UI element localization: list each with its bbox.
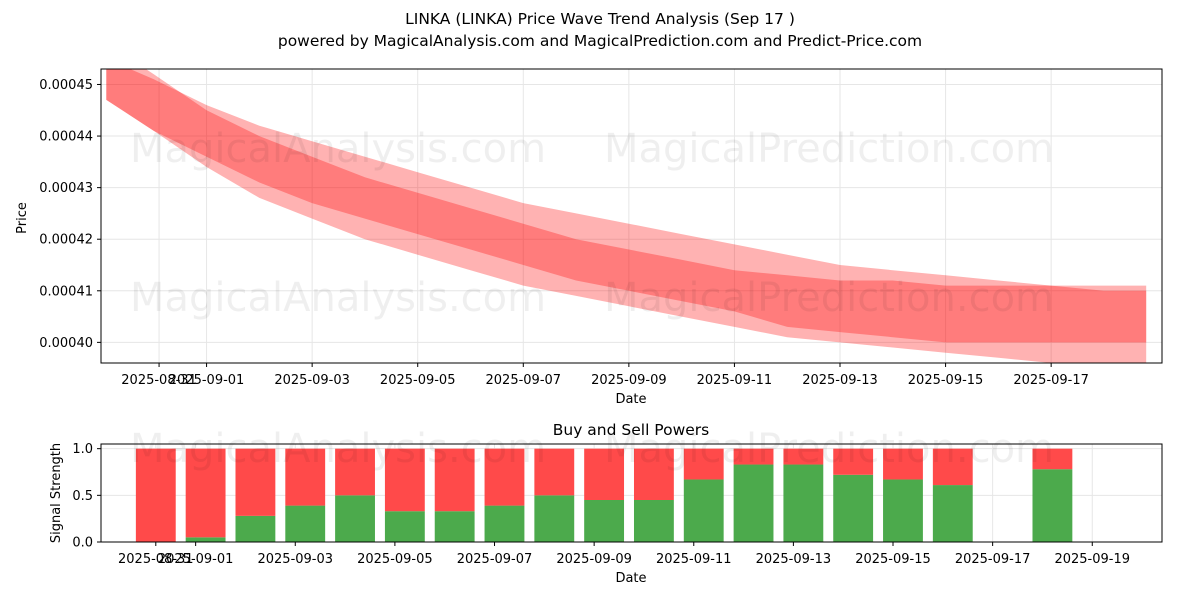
- signal-plot-area: [101, 444, 1162, 542]
- buy-bar: [384, 511, 425, 542]
- price-x-tick-label: 2025-08-31: [121, 373, 197, 388]
- price-x-tick-label: 2025-09-01: [169, 373, 245, 388]
- signal-x-tick-label: 2025-09-07: [457, 552, 533, 567]
- sell-bar: [1032, 448, 1073, 470]
- signal-y-axis: 0.0 0.5 1.0: [72, 442, 101, 551]
- buy-bar: [633, 500, 674, 542]
- buy-bar: [733, 464, 774, 542]
- buy-bar: [185, 537, 226, 542]
- signal-x-tick-label: 2025-09-11: [656, 552, 732, 567]
- price-x-tick-label: 2025-09-17: [1013, 373, 1089, 388]
- buy-bar: [335, 495, 375, 542]
- sell-bar: [484, 448, 525, 506]
- buy-bar: [683, 479, 724, 542]
- price-panel: MagicalAnalysis.com MagicalPrediction.com…: [15, 68, 1163, 407]
- signal-x-tick-label: 2025-09-15: [855, 552, 931, 567]
- buy-bar: [434, 511, 475, 542]
- price-watermark: MagicalPrediction.com: [604, 126, 1054, 172]
- price-x-tick-label: 2025-09-15: [908, 373, 984, 388]
- price-band-red-wave: [106, 69, 1147, 363]
- price-y-tick-label: 0.00045: [39, 78, 93, 93]
- price-watermark: MagicalAnalysis.com: [130, 275, 546, 321]
- signal-watermarks: MagicalAnalysis.com MagicalPrediction.com: [130, 426, 1054, 472]
- sell-bar: [285, 448, 326, 506]
- buy-bar: [833, 474, 874, 542]
- sell-bar: [833, 448, 874, 475]
- buy-bar: [584, 500, 625, 542]
- buy-bar: [534, 495, 575, 542]
- signal-x-tick-label: 2025-09-05: [357, 552, 433, 567]
- price-grid: [101, 69, 1162, 363]
- signal-x-tick-label: 2025-09-19: [1054, 552, 1130, 567]
- buy-bar: [783, 464, 824, 542]
- buy-bar: [235, 515, 276, 542]
- price-frame: [100, 68, 1163, 364]
- sell-bar: [135, 448, 176, 542]
- signal-frame: [100, 443, 1163, 543]
- sell-bar: [384, 448, 425, 512]
- price-y-tick-label: 0.00041: [39, 284, 93, 299]
- sell-bar: [683, 448, 724, 480]
- sell-bar: [584, 448, 625, 500]
- signal-y-tick-label: 0.5: [72, 489, 93, 504]
- price-y-label: Price: [15, 202, 30, 234]
- signal-x-tick-label: 2025-09-13: [756, 552, 832, 567]
- chart-title: LINKA (LINKA) Price Wave Trend Analysis …: [405, 10, 795, 28]
- buy-bar: [285, 505, 326, 542]
- price-x-tick-label: 2025-09-13: [802, 373, 878, 388]
- buy-bar: [1032, 469, 1073, 542]
- sell-bar: [434, 448, 475, 512]
- price-y-tick-label: 0.00043: [39, 181, 93, 196]
- price-x-tick-label: 2025-09-09: [591, 373, 667, 388]
- signal-y-tick-label: 1.0: [72, 442, 93, 457]
- price-y-tick-label: 0.00040: [39, 336, 93, 351]
- chart-subtitle: powered by MagicalAnalysis.com and Magic…: [277, 32, 923, 50]
- sell-bar: [932, 448, 973, 486]
- sell-bar: [235, 448, 276, 516]
- sell-bar: [534, 448, 575, 496]
- price-x-tick-label: 2025-09-03: [274, 373, 350, 388]
- buy-bar: [883, 479, 923, 542]
- signal-panel: Buy and Sell Powers MagicalAnalysis.com M…: [49, 421, 1163, 586]
- signal-bars: [135, 448, 1073, 542]
- signal-y-label: Signal Strength: [49, 443, 64, 543]
- price-watermark: MagicalAnalysis.com: [130, 126, 546, 172]
- sell-bar: [335, 448, 375, 496]
- sell-bar: [783, 448, 824, 465]
- signal-title: Buy and Sell Powers: [553, 421, 710, 439]
- signal-x-tick-label: 2025-09-03: [257, 552, 333, 567]
- price-x-tick-label: 2025-09-11: [697, 373, 773, 388]
- signal-y-tick-label: 0.0: [72, 536, 93, 551]
- price-band-red-wave-2: [106, 69, 1147, 343]
- price-y-tick-label: 0.00042: [39, 233, 93, 248]
- price-y-axis: 0.00040 0.00041 0.00042 0.00043 0.00044 0.000…: [39, 78, 101, 351]
- price-band-group: [106, 69, 1147, 363]
- sell-bar: [733, 448, 774, 465]
- sell-bar: [185, 448, 226, 538]
- signal-watermark: MagicalPrediction.com: [604, 426, 1054, 472]
- signal-x-tick-label: 2025-09-01: [158, 552, 234, 567]
- buy-bar: [484, 505, 525, 542]
- signal-x-tick-label: 2025-09-17: [955, 552, 1031, 567]
- sell-bar: [883, 448, 923, 480]
- signal-x-label: Date: [615, 571, 646, 586]
- signal-watermark: MagicalAnalysis.com: [130, 426, 546, 472]
- price-watermark: MagicalPrediction.com: [604, 275, 1054, 321]
- price-x-label: Date: [615, 392, 646, 407]
- signal-x-tick-label: 2025-09-09: [556, 552, 632, 567]
- signal-x-tick-label: 2025-08-31: [118, 552, 194, 567]
- price-y-tick-label: 0.00044: [39, 130, 93, 145]
- buy-bar: [932, 485, 973, 542]
- sell-bar: [633, 448, 674, 500]
- price-x-tick-label: 2025-09-05: [380, 373, 456, 388]
- price-watermarks: MagicalAnalysis.com MagicalPrediction.com…: [130, 126, 1054, 321]
- price-plot-area: [101, 69, 1162, 363]
- price-bands: [106, 69, 1147, 363]
- price-x-tick-label: 2025-09-07: [486, 373, 562, 388]
